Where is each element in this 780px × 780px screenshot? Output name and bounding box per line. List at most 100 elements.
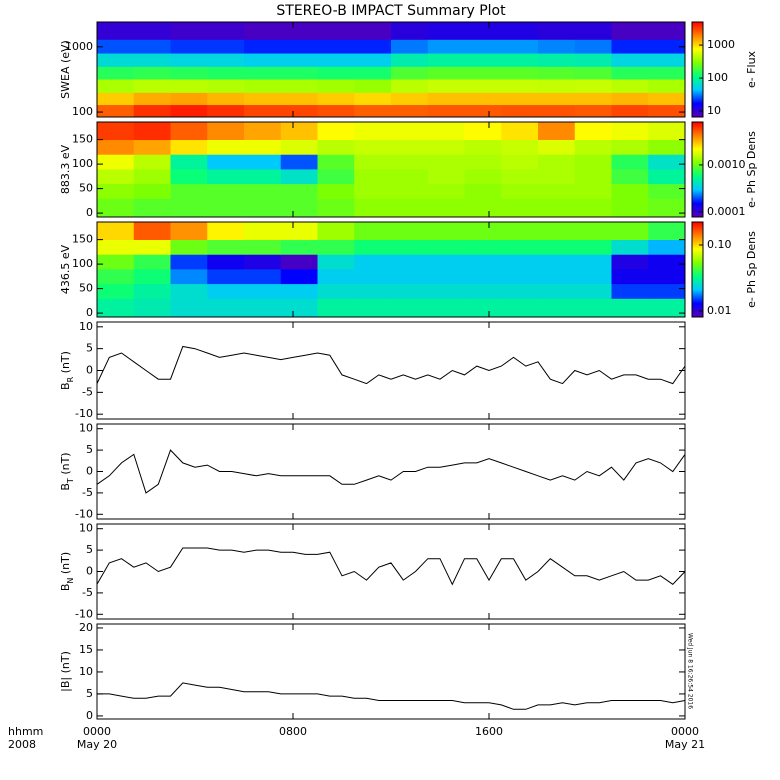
heatmap-cell [501,122,539,141]
heatmap-cell [427,154,465,170]
heatmap-cell [207,254,245,270]
heatmap-cell [317,239,355,255]
heatmap-cell [280,139,318,155]
heatmap-cell [317,222,355,241]
heatmap-cell [538,169,576,185]
heatmap-cell [611,169,649,185]
y-tick-label: 5 [86,443,93,456]
heatmap-cell [501,269,539,285]
heatmap-cell [391,139,429,155]
heatmap-cell [391,222,429,241]
heatmap-cell [133,198,171,218]
heatmap-cell [280,53,318,67]
y-tick-label: -5 [82,486,93,499]
heatmap-cell [574,269,612,285]
heatmap-cell [391,104,429,118]
heatmap-cell [170,239,208,255]
heatmap-cell [501,154,539,170]
heatmap-cell [244,66,282,80]
y-tick-label: 10 [79,665,93,678]
panel-frame [96,423,686,520]
x-axis-label: hhmm [8,725,43,738]
heatmap-cell [97,269,135,285]
heatmap-cell [354,198,392,218]
heatmap-cell [648,139,686,155]
heatmap-cell [464,122,502,141]
y-axis-label: BR (nT) [59,351,75,390]
heatmap-cell [611,183,649,199]
y-tick-label: 150 [72,233,93,246]
colorbar-label: e- Ph Sp Dens [745,231,758,308]
y-tick-label: 100 [72,157,93,170]
y-axis-label: BN (nT) [59,552,75,591]
heatmap-cell [538,269,576,285]
heatmap-cell [501,169,539,185]
heatmap-cell [97,222,135,241]
heatmap-cell [317,104,355,118]
panel-frame [96,623,686,720]
heatmap-cell [207,122,245,141]
heatmap-cell [170,39,208,54]
y-axis-label: 436.5 eV [59,244,72,294]
heatmap-cell [464,39,502,54]
heatmap-cell [648,92,686,106]
heatmap-cell [207,139,245,155]
heatmap-cell [244,239,282,255]
heatmap-cell [354,39,392,54]
heatmap-cell [354,122,392,141]
heatmap-cell [244,39,282,54]
heatmap-cell [354,66,392,80]
heatmap-cell [317,169,355,185]
heatmap-cell [170,283,208,299]
heatmap-cell [97,39,135,54]
heatmap-cell [501,39,539,54]
heatmap-cell [354,283,392,299]
heatmap-cell [464,298,502,318]
heatmap-cell [648,22,686,40]
heatmap-cell [648,39,686,54]
heatmap-cell [427,22,465,40]
x-date-label: May 20 [77,738,117,751]
y-tick-label: 100 [72,105,93,118]
heatmap-cell [501,239,539,255]
heatmap-cell [538,53,576,67]
panel-frame [96,221,686,318]
heatmap-cell [427,183,465,199]
y-axis-label: SWEA (eV) [59,40,72,99]
heatmap-cell [574,39,612,54]
heatmap-cell [611,198,649,218]
heatmap-cell [133,183,171,199]
heatmap-cell [170,154,208,170]
y-tick-label: 10 [79,522,93,535]
heatmap-cell [280,269,318,285]
heatmap-cell [501,53,539,67]
heatmap-cell [501,254,539,270]
heatmap-cell [427,53,465,67]
y-tick-label: 5 [86,342,93,355]
heatmap-cell [611,53,649,67]
heatmap-cell [648,104,686,118]
y-axis-label-part: (nT) [59,552,72,578]
x-tick-label: 0000 [83,725,111,738]
y-tick-label: 0 [86,465,93,478]
heatmap-cell [427,239,465,255]
y-tick-label: -5 [82,385,93,398]
heatmap-cell [391,22,429,40]
heatmap-cell [391,39,429,54]
heatmap-cell [648,254,686,270]
y-axis-label-part: T [66,478,75,484]
y-tick-label: -10 [75,407,93,420]
heatmap-cell [280,239,318,255]
heatmap-cell [133,104,171,118]
heatmap-cell [354,92,392,106]
heatmap-cell [464,183,502,199]
heatmap-cell [538,154,576,170]
heatmap-cell [280,198,318,218]
heatmap-cell [354,104,392,118]
heatmap-cell [317,122,355,141]
heatmap-cell [648,283,686,299]
heatmap-cell [574,298,612,318]
heatmap-cell [501,222,539,241]
heatmap-cell [427,298,465,318]
heatmap-cell [97,298,135,318]
